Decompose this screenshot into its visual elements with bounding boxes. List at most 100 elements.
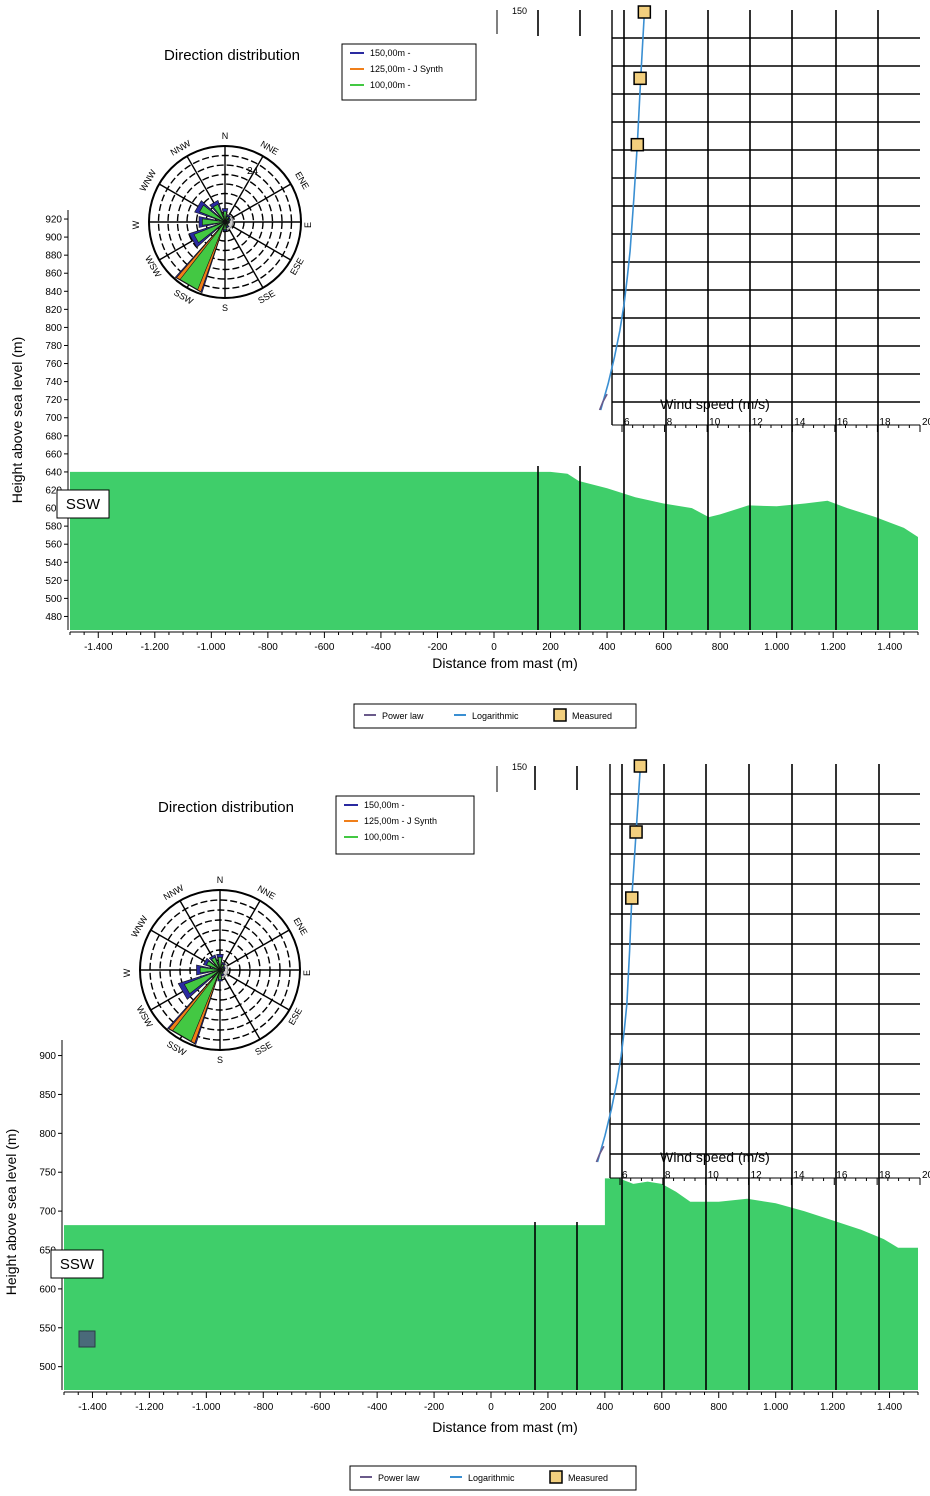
rose-spoke [224, 221, 264, 289]
chart-legend-label: Measured [568, 1473, 608, 1483]
measured-marker [633, 71, 647, 86]
height-tick-label: 900 [39, 1051, 56, 1062]
height-tick-label: 850 [39, 1090, 56, 1101]
height-tick-label: 560 [45, 540, 62, 551]
distance-tick-label: 0 [488, 1402, 494, 1413]
height-tick-label: 800 [45, 323, 62, 334]
distance-tick-label: 600 [655, 642, 672, 653]
power-law-curve [595, 1145, 605, 1163]
rose-spoke [224, 183, 292, 223]
rose-spoke [219, 929, 290, 971]
wind-speed-tick-label: 6 [624, 417, 630, 428]
chart-legend-label: Power law [382, 711, 424, 721]
rose-sector-green [212, 203, 226, 223]
rose-direction-label: W [122, 968, 132, 977]
chart-legend-box [349, 1465, 637, 1491]
measured-marker [625, 891, 639, 905]
wind-speed-axis: 6 8 10 12 14 16 18 20 Wind speed (m/s) [610, 1149, 930, 1185]
wind-speed-tick-label: 8 [667, 417, 673, 428]
height-tick-label: 620 [45, 486, 62, 497]
height-tick-label: 650 [39, 1246, 56, 1257]
height-tick-label: 700 [39, 1207, 56, 1218]
distance-tick-label: -800 [258, 642, 278, 653]
profile-grid [611, 10, 920, 425]
distance-tick-label: 1.200 [820, 1402, 845, 1413]
rose-sector-green [206, 960, 221, 971]
height-scale-label: 150 [512, 6, 527, 16]
terrain-area [64, 1178, 918, 1390]
measured-marker [630, 137, 645, 152]
rose-sector-green [224, 218, 230, 223]
rose-spoke [219, 900, 261, 971]
profile-grid [609, 764, 920, 1178]
direction-label-box [56, 489, 110, 519]
chart-legend-label: Logarithmic [468, 1473, 515, 1483]
rose-sector-green [172, 969, 221, 1042]
height-tick-label: 660 [45, 449, 62, 460]
distance-tick-label: 200 [540, 1402, 557, 1413]
rose-sector-green [199, 966, 221, 974]
height-axis: 480 500 520 540 560 580 600 620 640 660 680 700 720 7… [45, 210, 69, 630]
distance-tick-label: 800 [710, 1402, 727, 1413]
distance-tick-label: 1.200 [821, 642, 846, 653]
direction-label: SSW [66, 496, 101, 513]
wind-speed-tick-label: 20 [922, 417, 930, 428]
direction-label-box [50, 1249, 104, 1279]
rose-direction-label: N [222, 131, 229, 141]
rose-direction-label: N [217, 875, 224, 885]
terrain-area [70, 471, 918, 630]
rose-direction-label: S [222, 303, 228, 313]
rose-sector-green [199, 204, 226, 223]
distance-tick-label: -1.000 [192, 1402, 221, 1413]
rose-ring-label: 24 [247, 166, 259, 177]
power-law-curve [598, 393, 608, 411]
distance-axis: -1.400 -1.200 -1.000 -800 -600 -400 -200 0 200 40… [63, 1391, 919, 1413]
chart-legend-label: Power law [378, 1473, 420, 1483]
distance-axis-title: Distance from mast (m) [432, 1419, 577, 1435]
height-scale-label: 150 [512, 762, 527, 772]
logarithmic-curve [599, 7, 647, 411]
height-tick-label: 860 [45, 269, 62, 280]
height-tick-label: 900 [45, 233, 62, 244]
rose-title: Direction distribution [158, 799, 294, 816]
logarithmic-curve [596, 761, 643, 1163]
wind-speed-tick-label: 6 [622, 1170, 628, 1181]
rose-legend-label: 100,00m - [364, 832, 405, 842]
wind-speed-tick-label: 14 [794, 417, 806, 428]
distance-tick-label: 600 [653, 1402, 670, 1413]
wind-speed-tick-label: 20 [922, 1170, 930, 1181]
rose-sector-green [217, 957, 223, 971]
height-tick-label: 500 [45, 594, 62, 605]
rose-title: Direction distribution [164, 47, 300, 64]
bottom-chart-panel: 15068101214161820Wind speed (m/s)-1.400-… [0, 750, 930, 1491]
distance-tick-label: 400 [599, 642, 616, 653]
distance-tick-label: 400 [597, 1402, 614, 1413]
rose-sector-green [202, 218, 226, 226]
wind-speed-tick-label: 12 [751, 1170, 763, 1181]
rose-sector-green [224, 221, 230, 223]
rose-sector-green [179, 221, 226, 291]
rose-legend-box [341, 43, 477, 101]
top-chart-panel: 15068101214161820Wind speed (m/s)-1.400-… [9, 5, 930, 729]
wind-speed-tick-label: 16 [837, 417, 849, 428]
chart-legend-swatch [549, 1470, 563, 1484]
height-tick-label: 820 [45, 305, 62, 316]
height-tick-label: 780 [45, 341, 62, 352]
wind-speed-tick-label: 18 [879, 417, 891, 428]
rose-sector-green [211, 956, 221, 971]
height-tick-label: 880 [45, 251, 62, 262]
wind-speed-tick-label: 12 [752, 417, 764, 428]
distance-tick-label: -1.200 [141, 642, 170, 653]
height-tick-label: 600 [39, 1284, 56, 1295]
height-tick-label: 720 [45, 395, 62, 406]
height-tick-label: 700 [45, 413, 62, 424]
chart-legend-label: Logarithmic [472, 711, 519, 721]
height-axis: 500 550 600 650 700 750 800 850 900 [39, 1040, 63, 1390]
rose-direction-label: NNE [259, 139, 280, 157]
rose-legend-label: 150,00m - [364, 800, 405, 810]
height-tick-label: 760 [45, 359, 62, 370]
top-chart-svg: 15068101214161820Wind speed (m/s)-1.400-… [9, 5, 930, 729]
height-tick-label: 750 [39, 1168, 56, 1179]
height-tick-label: 740 [45, 377, 62, 388]
wind-speed-tick-label: 10 [708, 1170, 720, 1181]
